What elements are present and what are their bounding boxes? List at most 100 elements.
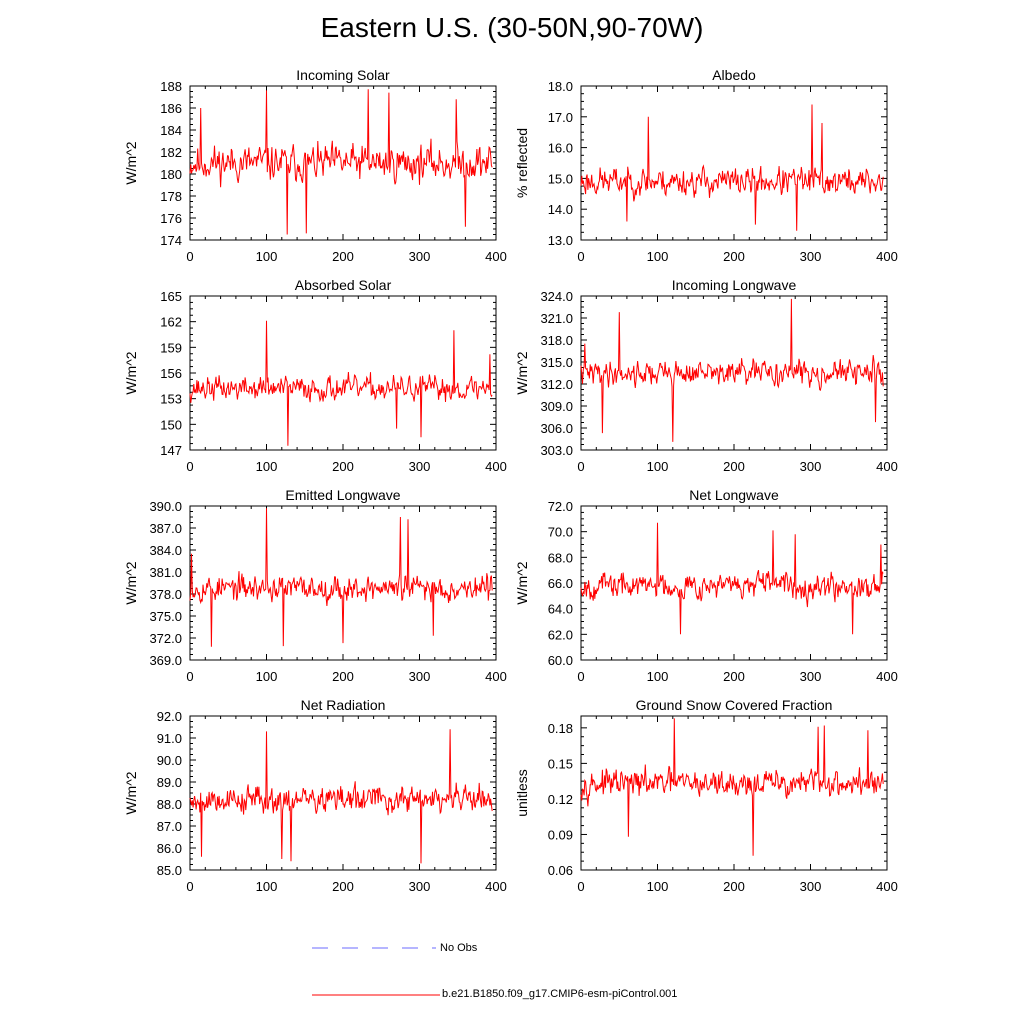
x-tick-label: 400 [876, 669, 898, 684]
series-line [189, 729, 493, 864]
y-tick-label: 165 [160, 289, 182, 304]
y-tick-label: 390.0 [149, 499, 182, 514]
y-axis-label: W/m^2 [123, 351, 139, 394]
legend-label-obs: No Obs [440, 942, 478, 954]
y-tick-label: 87.0 [157, 819, 182, 834]
y-tick-label: 60.0 [548, 653, 573, 668]
y-axis-label: % reflected [514, 128, 530, 198]
y-tick-label: 72.0 [548, 499, 573, 514]
y-tick-label: 174 [160, 233, 182, 248]
panel-title: Incoming Solar [296, 67, 390, 83]
y-tick-label: 0.18 [548, 721, 573, 736]
y-tick-label: 369.0 [149, 653, 182, 668]
y-axis-label: W/m^2 [123, 561, 139, 604]
x-tick-label: 0 [186, 249, 193, 264]
x-tick-label: 300 [800, 249, 822, 264]
y-tick-label: 86.0 [157, 841, 182, 856]
y-tick-label: 156 [160, 366, 182, 381]
y-axis-label: W/m^2 [123, 141, 139, 184]
y-tick-label: 162 [160, 315, 182, 330]
y-tick-label: 15.0 [548, 171, 573, 186]
panel-6: Net Longwave W/m^2 0 100 200 300 400 60.0 62.0 64… [514, 487, 898, 684]
panel-2: Albedo % reflected 0 100 200 300 400 13.0 14.0 15… [514, 67, 898, 264]
x-tick-label: 400 [876, 879, 898, 894]
panel-title: Net Radiation [301, 697, 386, 713]
y-tick-label: 153 [160, 392, 182, 407]
x-tick-label: 200 [332, 879, 354, 894]
y-tick-label: 372.0 [149, 631, 182, 646]
y-tick-label: 89.0 [157, 775, 182, 790]
panel-1: Incoming Solar W/m^2 0 100 200 300 400 174 176 17… [123, 67, 507, 264]
x-tick-label: 200 [332, 459, 354, 474]
y-tick-label: 324.0 [540, 289, 573, 304]
y-axis-label: W/m^2 [123, 771, 139, 814]
y-tick-label: 312.0 [540, 377, 573, 392]
x-tick-label: 100 [256, 249, 278, 264]
x-tick-label: 100 [647, 459, 669, 474]
y-tick-label: 147 [160, 443, 182, 458]
series-line [580, 104, 884, 231]
y-tick-label: 303.0 [540, 443, 573, 458]
legend-label-run: b.e21.B1850.f09_g17.CMIP6-esm-piControl.… [442, 988, 678, 1000]
x-tick-label: 200 [723, 669, 745, 684]
x-tick-label: 100 [647, 669, 669, 684]
y-axis-label: unitless [514, 769, 530, 816]
x-tick-label: 200 [723, 459, 745, 474]
x-tick-label: 300 [409, 459, 431, 474]
plot-frame [580, 715, 888, 871]
legend-dash-line [312, 947, 436, 949]
y-tick-label: 180 [160, 167, 182, 182]
y-tick-label: 384.0 [149, 543, 182, 558]
series-line [580, 298, 884, 442]
y-tick-label: 321.0 [540, 311, 573, 326]
panel-title: Incoming Longwave [672, 277, 797, 293]
y-tick-label: 176 [160, 211, 182, 226]
y-tick-label: 64.0 [548, 602, 573, 617]
figure-title: Eastern U.S. (30-50N,90-70W) [320, 12, 704, 43]
legend-solid-line [312, 994, 440, 996]
y-tick-label: 70.0 [548, 525, 573, 540]
y-tick-label: 182 [160, 145, 182, 160]
y-tick-label: 68.0 [548, 550, 573, 565]
y-tick-label: 375.0 [149, 609, 182, 624]
y-tick-label: 188 [160, 79, 182, 94]
y-tick-label: 62.0 [548, 627, 573, 642]
series-line [580, 718, 884, 856]
y-axis-label: W/m^2 [514, 561, 530, 604]
y-tick-label: 14.0 [548, 202, 573, 217]
y-tick-label: 0.06 [548, 863, 573, 878]
y-tick-label: 178 [160, 189, 182, 204]
x-tick-label: 400 [876, 249, 898, 264]
panel-5: Emitted Longwave W/m^2 0 100 200 300 400 369.0 3… [123, 487, 507, 684]
x-tick-label: 200 [332, 249, 354, 264]
series-line [189, 89, 493, 235]
y-tick-label: 16.0 [548, 141, 573, 156]
y-tick-label: 309.0 [540, 399, 573, 414]
x-tick-label: 200 [723, 249, 745, 264]
y-tick-label: 92.0 [157, 709, 182, 724]
panel-title: Ground Snow Covered Fraction [636, 697, 833, 713]
x-tick-label: 0 [577, 249, 584, 264]
x-tick-label: 0 [577, 879, 584, 894]
x-tick-label: 0 [577, 459, 584, 474]
x-tick-label: 200 [723, 879, 745, 894]
y-tick-label: 85.0 [157, 863, 182, 878]
panel-3: Absorbed Solar W/m^2 0 100 200 300 400 147 150 15… [123, 277, 507, 474]
series-line [189, 320, 493, 446]
panel-title: Emitted Longwave [285, 487, 400, 503]
panel-4: Incoming Longwave W/m^2 0 100 200 300 400 303.0… [514, 277, 898, 474]
x-tick-label: 300 [800, 459, 822, 474]
series-line [189, 508, 493, 647]
y-tick-label: 378.0 [149, 587, 182, 602]
x-tick-label: 300 [409, 669, 431, 684]
y-tick-label: 17.0 [548, 110, 573, 125]
y-tick-label: 0.09 [548, 827, 573, 842]
x-tick-label: 0 [186, 459, 193, 474]
x-tick-label: 100 [647, 879, 669, 894]
y-tick-label: 66.0 [548, 576, 573, 591]
y-tick-label: 381.0 [149, 565, 182, 580]
y-tick-label: 318.0 [540, 333, 573, 348]
y-tick-label: 387.0 [149, 521, 182, 536]
x-tick-label: 300 [409, 249, 431, 264]
